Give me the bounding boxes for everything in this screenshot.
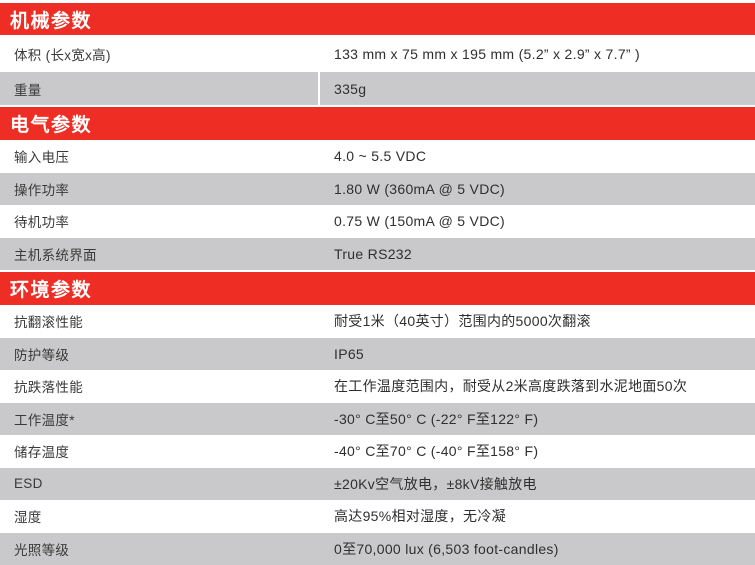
spec-label: 体积 (长x宽x高) xyxy=(0,35,320,72)
table-row: ESD±20Kv空气放电，±8kV接触放电 xyxy=(0,468,755,501)
spec-value: IP65 xyxy=(320,346,755,362)
spec-label: 操作功率 xyxy=(0,173,320,206)
spec-label: 输入电压 xyxy=(0,140,320,173)
spec-table: 机械参数体积 (长x宽x高)133 mm x 75 mm x 195 mm (5… xyxy=(0,3,755,565)
spec-label: 储存温度 xyxy=(0,435,320,468)
spec-label: 待机功率 xyxy=(0,205,320,238)
spec-value: True RS232 xyxy=(320,246,755,262)
spec-section: 机械参数体积 (长x宽x高)133 mm x 75 mm x 195 mm (5… xyxy=(0,3,755,105)
spec-value: 1.80 W (360mA @ 5 VDC) xyxy=(320,181,755,197)
spec-value: -30° C至50° C (-22° F至122° F) xyxy=(320,409,755,429)
spec-value: 335g xyxy=(320,81,755,97)
spec-label: 抗跌落性能 xyxy=(0,370,320,403)
table-row: 储存温度-40° C至70° C (-40° F至158° F) xyxy=(0,435,755,468)
spec-label: ESD xyxy=(0,468,320,501)
spec-value: 高达95%相对湿度，无冷凝 xyxy=(320,506,755,526)
spec-value: 0至70,000 lux (6,503 foot-candles) xyxy=(320,539,755,559)
spec-value: 耐受1米（40英寸）范围内的5000次翻滚 xyxy=(320,311,755,331)
section-rows: 体积 (长x宽x高)133 mm x 75 mm x 195 mm (5.2” … xyxy=(0,35,755,105)
spec-label: 防护等级 xyxy=(0,338,320,371)
section-header: 电气参数 xyxy=(0,107,755,140)
table-row: 抗翻滚性能耐受1米（40英寸）范围内的5000次翻滚 xyxy=(0,305,755,338)
section-header: 环境参数 xyxy=(0,272,755,305)
spec-value: -40° C至70° C (-40° F至158° F) xyxy=(320,441,755,461)
table-row: 湿度高达95%相对湿度，无冷凝 xyxy=(0,500,755,533)
table-row: 抗跌落性能在工作温度范围内，耐受从2米高度跌落到水泥地面50次 xyxy=(0,370,755,403)
spec-label: 光照等级 xyxy=(0,533,320,565)
spec-value: 在工作温度范围内，耐受从2米高度跌落到水泥地面50次 xyxy=(320,376,755,396)
section-header: 机械参数 xyxy=(0,3,755,35)
table-row: 体积 (长x宽x高)133 mm x 75 mm x 195 mm (5.2” … xyxy=(0,35,755,72)
spec-label: 抗翻滚性能 xyxy=(0,305,320,338)
spec-label: 工作温度* xyxy=(0,403,320,436)
spec-value: 0.75 W (150mA @ 5 VDC) xyxy=(320,213,755,229)
spec-value: 4.0 ~ 5.5 VDC xyxy=(320,148,755,164)
spec-value: ±20Kv空气放电，±8kV接触放电 xyxy=(320,474,755,494)
table-row: 工作温度*-30° C至50° C (-22° F至122° F) xyxy=(0,403,755,436)
spec-label: 湿度 xyxy=(0,500,320,533)
spec-label: 重量 xyxy=(0,72,320,105)
spec-value: 133 mm x 75 mm x 195 mm (5.2” x 2.9” x 7… xyxy=(320,46,755,62)
spec-label: 主机系统界面 xyxy=(0,238,320,271)
